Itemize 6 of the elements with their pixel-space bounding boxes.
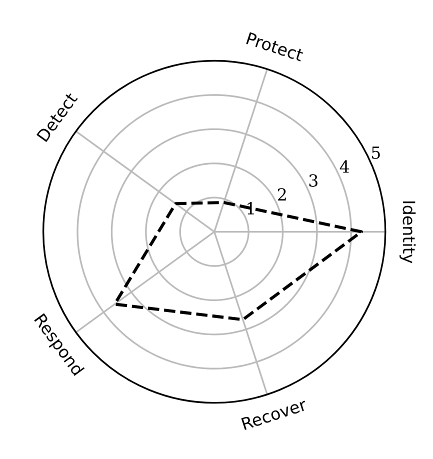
- y-tick-label: 1: [248, 202, 254, 214]
- y-tick-label: 4: [340, 160, 350, 173]
- y-tick-label: 2: [278, 188, 286, 200]
- y-tick-label: 3: [309, 174, 318, 187]
- spoke-label: Identity: [400, 201, 416, 264]
- y-tick-label: 5: [372, 146, 380, 159]
